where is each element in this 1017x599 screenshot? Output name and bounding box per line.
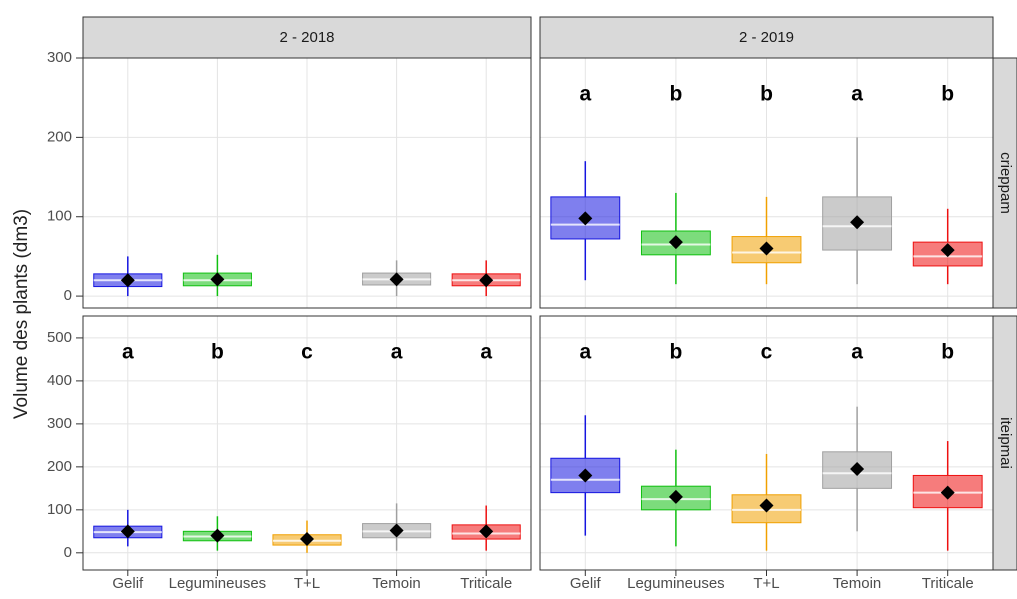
mean-marker	[668, 235, 683, 250]
x-tick-label: Temoin	[372, 575, 420, 592]
significance-letter: b	[669, 83, 682, 106]
significance-letter: a	[579, 83, 591, 106]
y-tick-label: 0	[64, 287, 72, 304]
significance-letter: b	[211, 341, 224, 364]
row-strip-label: crieppam	[997, 152, 1014, 214]
mean-marker	[759, 498, 774, 513]
panel-border	[539, 57, 994, 309]
column-strip-label: 2 - 2019	[739, 29, 794, 46]
strip-bg	[992, 315, 1017, 571]
x-tick-label: Gelif	[570, 575, 602, 592]
mean-marker	[389, 523, 404, 538]
strip-bg	[82, 16, 532, 59]
x-tick-label: T+L	[294, 575, 320, 592]
significance-letter: b	[760, 83, 773, 106]
mean-marker	[479, 273, 494, 288]
panel-border	[82, 315, 532, 571]
significance-letter: a	[391, 341, 403, 364]
y-tick-label: 400	[47, 372, 72, 389]
y-tick-label: 0	[64, 544, 72, 561]
x-tick-label: T+L	[753, 575, 779, 592]
mean-marker	[940, 243, 955, 258]
strip-bg	[992, 57, 1017, 309]
mean-marker	[210, 272, 225, 287]
column-strip-label: 2 - 2018	[279, 29, 334, 46]
mean-marker	[668, 489, 683, 504]
significance-letter: c	[761, 341, 773, 364]
mean-marker	[578, 211, 593, 226]
y-tick-label: 500	[47, 329, 72, 346]
mean-marker	[578, 468, 593, 483]
panel-border	[82, 57, 532, 309]
significance-letter: b	[941, 83, 954, 106]
mean-marker	[389, 272, 404, 287]
mean-marker	[300, 532, 314, 547]
mean-marker	[479, 524, 494, 539]
significance-letter: b	[669, 341, 682, 364]
y-axis-label: Volume des plants (dm3)	[11, 209, 32, 419]
significance-letter: a	[122, 341, 134, 364]
mean-marker	[850, 462, 865, 477]
mean-marker	[120, 273, 135, 288]
x-tick-label: Temoin	[833, 575, 881, 592]
x-tick-label: Legumineuses	[169, 575, 267, 592]
y-tick-label: 200	[47, 458, 72, 475]
y-tick-label: 100	[47, 208, 72, 225]
y-tick-label: 300	[47, 415, 72, 432]
x-tick-label: Gelif	[112, 575, 144, 592]
mean-marker	[210, 528, 225, 543]
strip-bg	[539, 16, 994, 59]
significance-letter: a	[851, 341, 863, 364]
significance-letter: a	[851, 83, 863, 106]
significance-letter: a	[480, 341, 492, 364]
significance-letter: c	[301, 341, 313, 364]
x-tick-label: Legumineuses	[627, 575, 725, 592]
x-tick-label: Triticale	[922, 575, 974, 592]
mean-marker	[940, 485, 955, 500]
y-tick-label: 300	[47, 49, 72, 66]
y-tick-label: 200	[47, 128, 72, 145]
mean-marker	[850, 215, 865, 230]
panel-border	[539, 315, 994, 571]
row-strip-label: iteipmai	[997, 417, 1014, 469]
significance-letter: b	[941, 341, 954, 364]
significance-letter: a	[579, 341, 591, 364]
x-tick-label: Triticale	[460, 575, 512, 592]
mean-marker	[120, 524, 135, 539]
mean-marker	[759, 241, 774, 256]
y-tick-label: 100	[47, 501, 72, 518]
